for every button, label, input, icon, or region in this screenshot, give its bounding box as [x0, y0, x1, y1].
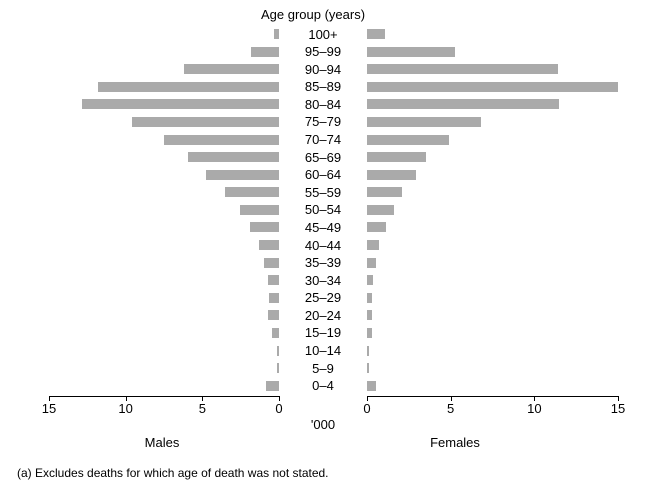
axis-tick-label: 0 — [363, 401, 371, 416]
axis-tick — [202, 396, 204, 401]
age-group-label: 0–4 — [312, 378, 334, 394]
male-bar — [206, 169, 279, 180]
male-bar — [98, 81, 279, 92]
chart-title: Age group (years) — [260, 7, 366, 22]
female-bar — [367, 204, 394, 215]
age-group-label: 20–24 — [304, 307, 342, 323]
male-bar — [249, 222, 279, 233]
males-x-axis-line — [49, 396, 279, 397]
axis-tick-label: 10 — [527, 401, 542, 416]
axis-tick-label: 10 — [118, 401, 133, 416]
age-group-label: 15–19 — [304, 325, 342, 341]
axis-tick — [279, 396, 280, 401]
male-bar — [239, 204, 279, 215]
axis-tick — [450, 396, 452, 401]
female-bar — [367, 363, 369, 374]
age-group-label: 25–29 — [304, 290, 342, 306]
axis-tick — [534, 396, 536, 401]
male-bar — [81, 99, 279, 110]
male-bar — [276, 363, 279, 374]
male-bar — [263, 257, 279, 268]
male-bar — [269, 292, 279, 303]
axis-tick — [618, 396, 619, 401]
axis-tick — [367, 396, 368, 401]
age-group-label: 100+ — [308, 26, 338, 42]
female-bar — [367, 187, 403, 198]
male-bar — [265, 380, 279, 391]
males-axis-title: Males — [144, 435, 180, 450]
age-group-label: 80–84 — [304, 96, 342, 112]
axis-tick-label: 5 — [198, 401, 206, 416]
age-group-label: 85–89 — [304, 79, 342, 95]
male-bar — [187, 152, 279, 163]
male-bar — [183, 64, 279, 75]
female-bar — [367, 292, 373, 303]
female-bar — [367, 222, 387, 233]
females-x-axis-line — [367, 396, 618, 397]
female-bar — [367, 257, 377, 268]
female-bar — [367, 169, 416, 180]
male-bar — [276, 345, 279, 356]
unit-label: '000 — [310, 417, 336, 432]
age-group-label: 35–39 — [304, 255, 342, 271]
male-bar — [131, 116, 279, 127]
female-bar — [367, 81, 618, 92]
female-bar — [367, 275, 373, 286]
age-group-label: 10–14 — [304, 343, 342, 359]
female-bar — [367, 64, 558, 75]
age-group-label: 95–99 — [304, 44, 342, 60]
age-group-label: 45–49 — [304, 219, 342, 235]
age-group-label: 65–69 — [304, 149, 342, 165]
age-group-label: 60–64 — [304, 167, 342, 183]
female-bar — [367, 327, 373, 338]
axis-tick — [49, 396, 50, 401]
female-bar — [367, 310, 373, 321]
age-group-label: 75–79 — [304, 114, 342, 130]
axis-tick-label: 15 — [41, 401, 57, 416]
axis-tick — [125, 396, 127, 401]
male-bar — [274, 29, 279, 39]
male-bar — [164, 134, 279, 145]
female-bar — [367, 99, 560, 110]
male-bar — [225, 187, 279, 198]
female-bar — [367, 116, 481, 127]
male-bar — [259, 240, 279, 251]
female-bar — [367, 46, 455, 57]
female-bar — [367, 152, 426, 163]
male-bar — [251, 46, 279, 57]
age-group-label: 70–74 — [304, 132, 342, 147]
footnote: (a) Excludes deaths for which age of dea… — [17, 466, 329, 480]
age-group-label: 30–34 — [304, 272, 342, 288]
axis-tick-label: 5 — [447, 401, 455, 416]
age-group-label: 90–94 — [304, 61, 342, 77]
age-group-label: 40–44 — [304, 237, 342, 253]
female-bar — [367, 240, 379, 251]
male-bar — [268, 275, 279, 286]
female-bar — [367, 134, 449, 145]
axis-tick-label: 15 — [610, 401, 626, 416]
age-group-label: 55–59 — [304, 184, 342, 200]
female-bar — [367, 380, 377, 391]
age-group-label: 50–54 — [304, 202, 342, 218]
axis-tick-label: 0 — [275, 401, 283, 416]
male-bar — [272, 327, 279, 338]
female-bar — [367, 29, 386, 39]
female-bar — [367, 345, 369, 356]
females-axis-title: Females — [430, 435, 480, 450]
age-group-label: 5–9 — [312, 360, 334, 376]
male-bar — [268, 310, 279, 321]
